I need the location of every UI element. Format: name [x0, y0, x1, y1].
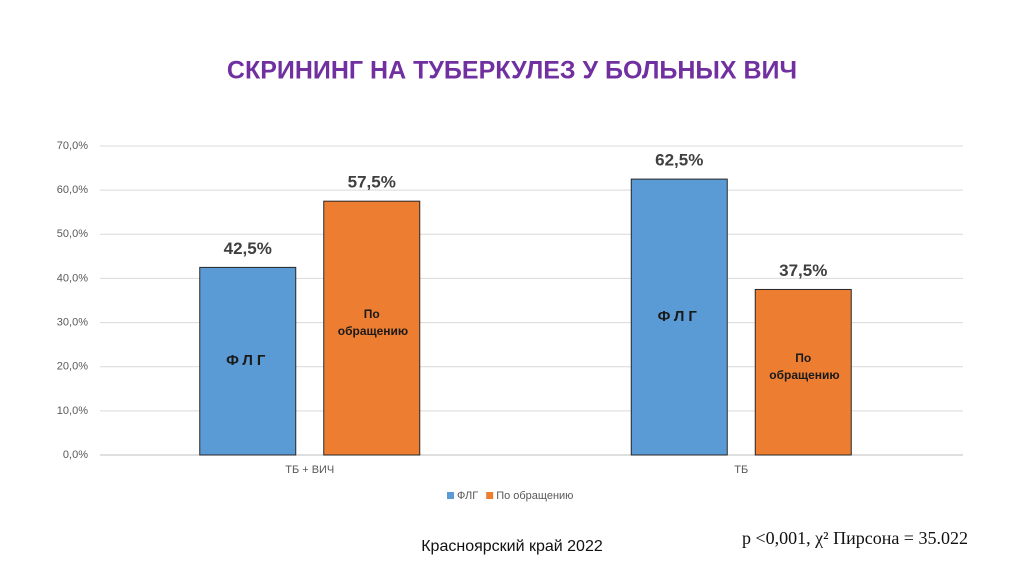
value-label: 57,5% [348, 173, 396, 192]
y-tick-label: 50,0% [57, 228, 88, 240]
bar-inner-label: По обращению [337, 307, 409, 339]
y-tick-label: 60,0% [57, 184, 88, 196]
bar-inner-label: ФЛГ [657, 308, 701, 326]
footnote: Красноярский край 2022 [421, 538, 603, 555]
chart-title: СКРИНИНГ НА ТУБЕРКУЛЕЗ У БОЛЬНЫХ ВИЧ [227, 57, 797, 85]
value-label: 62,5% [655, 151, 703, 170]
legend-swatch [486, 492, 494, 499]
y-tick-label: 30,0% [57, 316, 88, 328]
bar [199, 266, 297, 456]
statistics-note: р <0,001, χ² Пирсона = 35.022 [742, 528, 968, 548]
value-label: 37,5% [779, 261, 827, 280]
bar [754, 288, 852, 456]
y-tick-label: 10,0% [57, 405, 88, 417]
legend-label: ФЛГ [457, 490, 478, 502]
y-tick-label: 20,0% [57, 361, 88, 373]
y-tick-label: 0,0% [63, 449, 88, 461]
legend-label: По обращению [496, 490, 573, 502]
value-label: 42,5% [224, 239, 272, 258]
bar [323, 200, 421, 456]
bar [630, 178, 728, 456]
y-tick-label: 40,0% [57, 272, 88, 284]
legend-swatch [447, 492, 454, 499]
bar-inner-label: ФЛГ [226, 352, 270, 370]
y-tick-label: 70,0% [57, 140, 88, 152]
x-tick-label: ТБ [734, 464, 748, 476]
x-tick-label: ТБ + ВИЧ [285, 464, 334, 476]
bar-inner-label: По обращению [769, 351, 840, 383]
